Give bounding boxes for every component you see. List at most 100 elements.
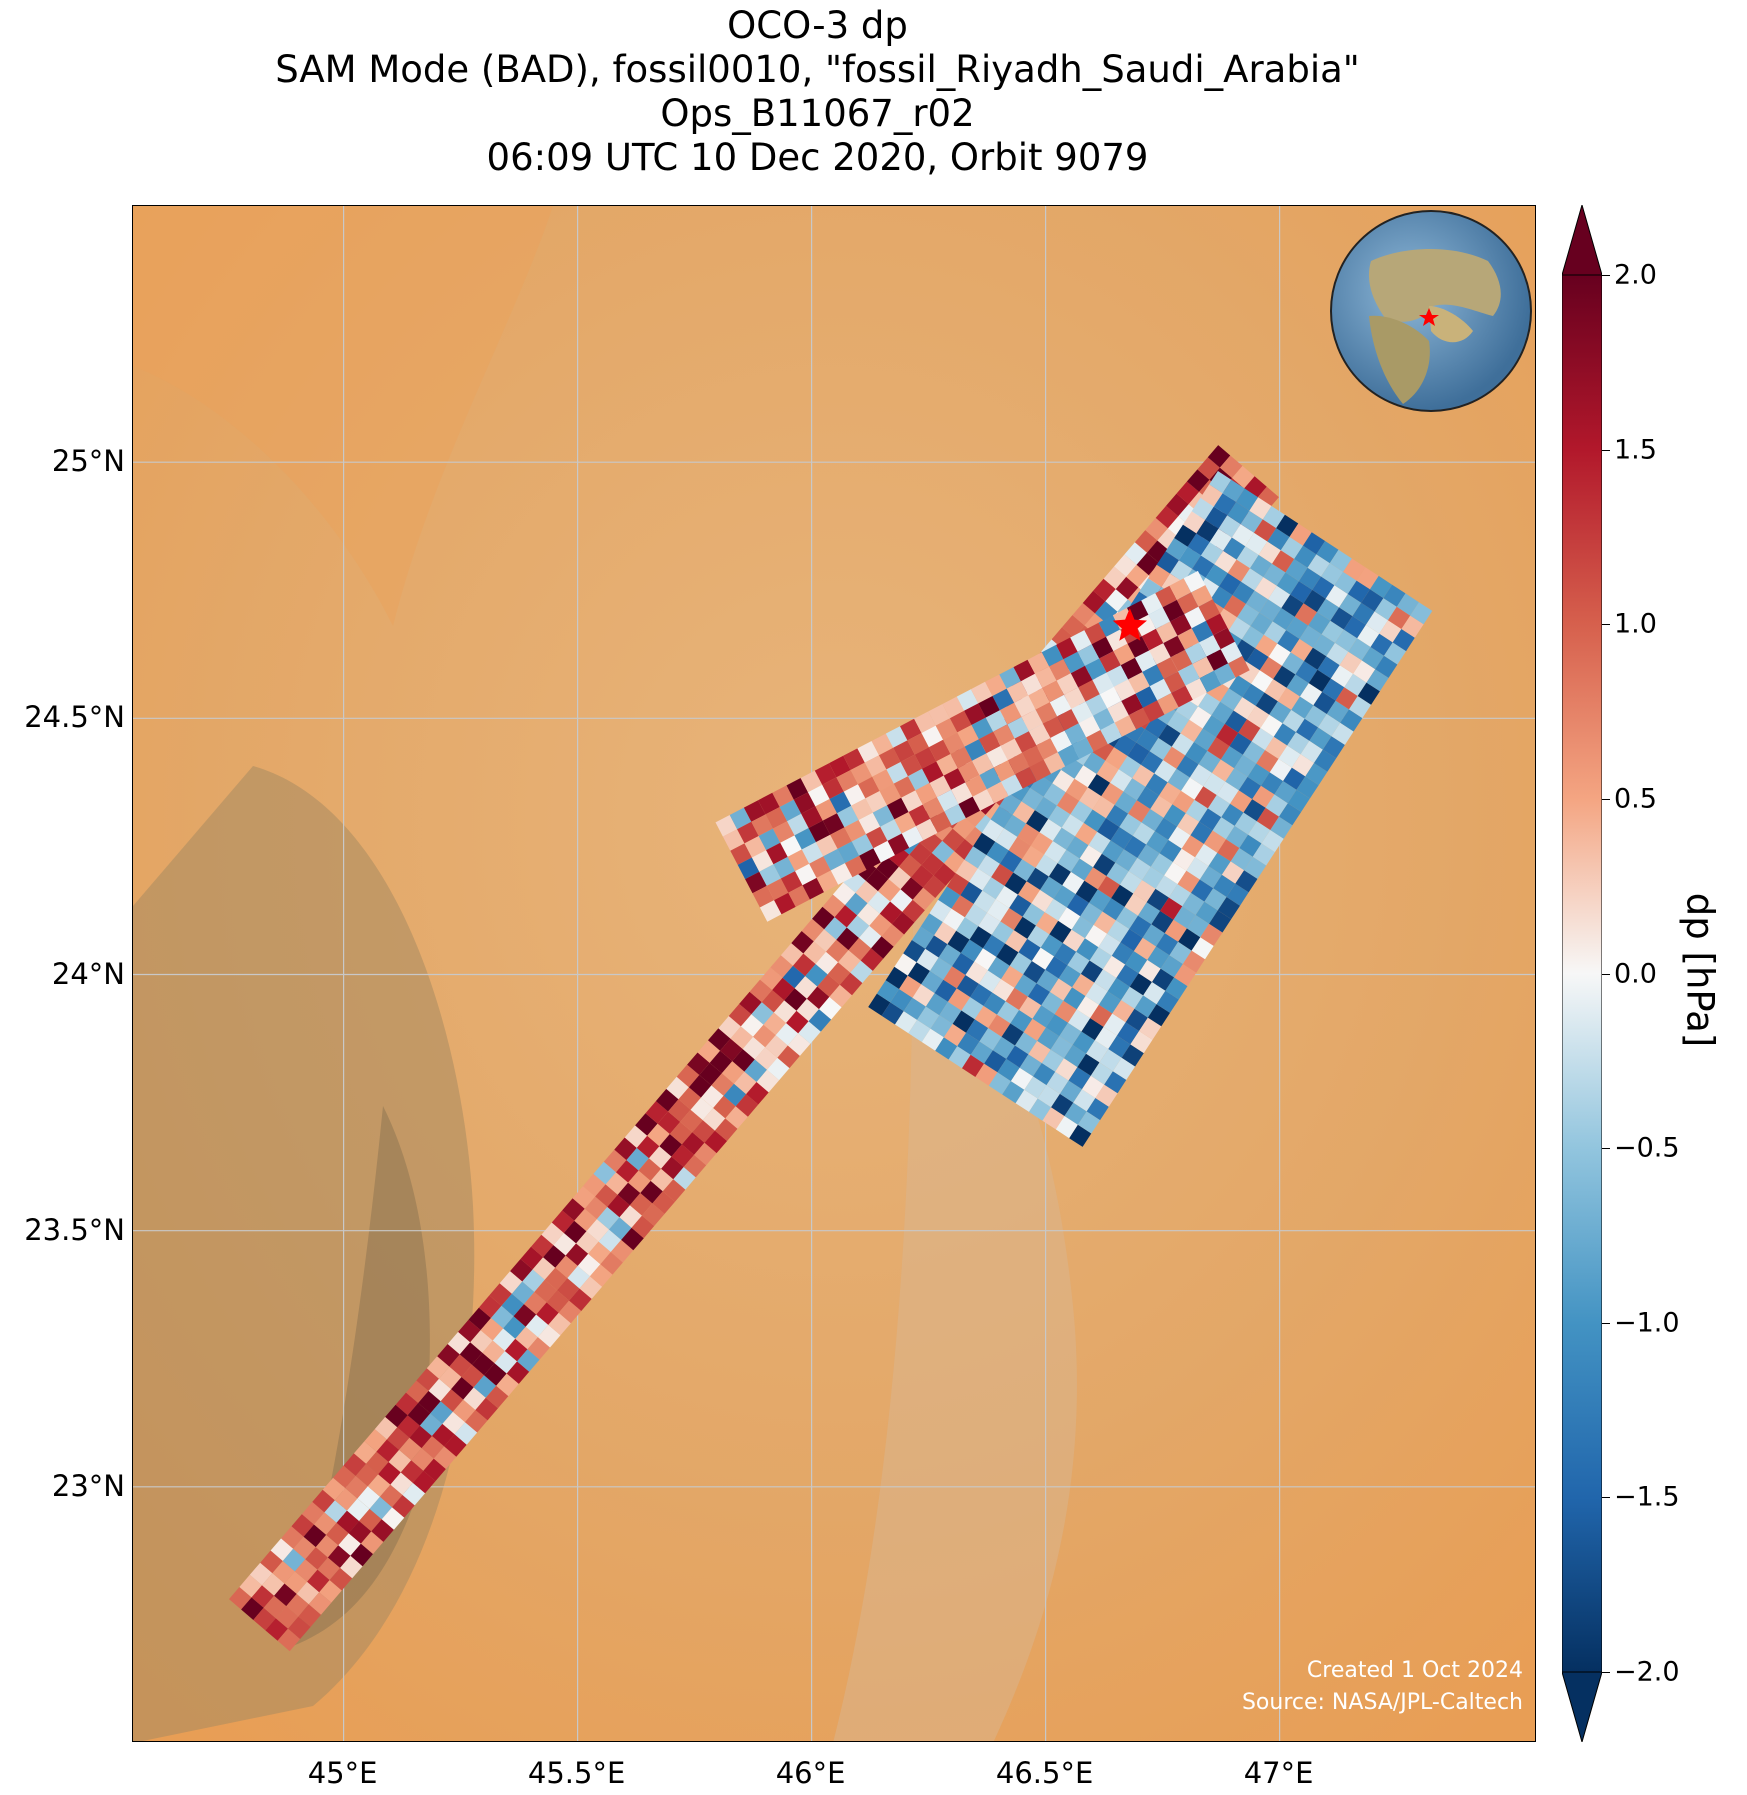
dp-pixel (864, 755, 887, 777)
dp-pixel (921, 852, 944, 876)
dp-pixel (1080, 902, 1103, 925)
dp-pixel (796, 998, 819, 1022)
dp-pixel (666, 1076, 689, 1100)
dp-pixel (1103, 566, 1127, 590)
dp-pixel (1007, 717, 1029, 739)
dp-pixel (262, 1573, 285, 1596)
dp-pixel (1027, 652, 1050, 674)
dp-pixel (1049, 659, 1071, 681)
dp-pixel (787, 849, 810, 872)
dp-pixel (1296, 718, 1319, 741)
dp-pixel (522, 1269, 545, 1292)
dp-pixel (991, 921, 1014, 944)
dp-pixel (930, 957, 953, 980)
dp-pixel (885, 966, 908, 989)
dp-pixel (1093, 708, 1115, 730)
dp-pixel (1282, 709, 1305, 733)
dp-pixel (1127, 636, 1150, 658)
dp-pixel (635, 1113, 658, 1136)
dp-pixel (1142, 924, 1165, 947)
dp-pixel (353, 1441, 377, 1464)
dp-pixel (723, 1083, 747, 1107)
dp-pixel (851, 834, 874, 856)
dp-pixel (992, 688, 1015, 711)
dp-pixel (1136, 786, 1159, 809)
dp-pixel (649, 1146, 672, 1169)
dp-pixel (1186, 857, 1209, 880)
dp-pixel (301, 1501, 325, 1525)
dp-pixel (714, 1118, 738, 1141)
dp-pixel (307, 1569, 330, 1593)
dp-pixel (1217, 839, 1240, 862)
dp-pixel (1281, 594, 1304, 617)
dp-pixel (1006, 1045, 1029, 1068)
dp-pixel (908, 1019, 931, 1042)
dp-pixel (965, 961, 988, 984)
dp-pixel (1178, 664, 1200, 686)
dp-pixel (938, 944, 961, 967)
dp-pixel (1044, 841, 1067, 864)
dp-pixel (614, 1137, 637, 1161)
dp-pixel (1163, 671, 1186, 693)
dp-pixel (935, 718, 958, 740)
dp-pixel (1107, 920, 1130, 943)
dp-pixel (1086, 1098, 1109, 1121)
dp-pixel (970, 1041, 993, 1064)
dp-pixel (1154, 760, 1177, 783)
dp-pixel (1300, 683, 1323, 706)
dp-pixel (1062, 871, 1085, 894)
dp-pixel (577, 1253, 601, 1277)
dp-pixel (364, 1429, 387, 1452)
dp-pixel (930, 1015, 953, 1038)
dp-pixel (1078, 680, 1100, 702)
dp-pixel (1080, 960, 1103, 983)
map-panel[interactable]: Created 1 Oct 2024 Source: NASA/JPL-Calt… (132, 205, 1536, 1742)
dp-pixel (929, 775, 952, 798)
dp-pixel (1139, 1017, 1162, 1040)
dp-pixel (1223, 537, 1246, 560)
dp-pixel (1240, 510, 1263, 533)
dp-pixel (997, 1001, 1020, 1024)
dp-pixel (449, 1354, 472, 1377)
dp-pixel (1199, 635, 1221, 657)
dp-pixel (513, 1304, 537, 1327)
dp-pixel (399, 1437, 422, 1461)
dp-pixel (952, 952, 975, 975)
dp-pixel (1110, 827, 1133, 850)
colorbar-tickmark (1602, 449, 1610, 451)
dp-pixel (1134, 530, 1158, 553)
dp-pixel (1101, 782, 1124, 805)
dp-pixel (943, 732, 965, 754)
dp-pixel (952, 1010, 975, 1033)
dp-pixel (1132, 822, 1155, 845)
dp-pixel (1201, 542, 1224, 565)
dp-pixel (1115, 576, 1139, 600)
dp-pixel (369, 1496, 393, 1520)
dp-pixel (956, 975, 979, 998)
dp-pixel (1041, 644, 1064, 667)
dp-pixel (385, 1404, 408, 1428)
dp-pixel (1213, 627, 1235, 650)
dp-pixel (1370, 575, 1393, 599)
dp-pixel (1031, 889, 1054, 913)
dp-pixel (1228, 617, 1251, 640)
dp-pixel (510, 1259, 533, 1282)
dp-pixel (1146, 831, 1169, 854)
dp-pixel (1014, 731, 1037, 753)
dp-pixel (879, 783, 902, 806)
dp-pixel (1033, 1063, 1056, 1086)
dp-pixel (692, 1120, 715, 1143)
title-line-4: 06:09 UTC 10 Dec 2020, Orbit 9079 (486, 136, 1149, 179)
dp-pixel (1057, 849, 1080, 872)
dp-pixel (1195, 843, 1218, 867)
dp-pixel (1083, 809, 1106, 832)
dp-pixel (815, 951, 839, 975)
dp-pixel (680, 1109, 703, 1133)
dp-pixel (900, 877, 924, 900)
dp-pixel (494, 1351, 518, 1374)
dp-pixel (925, 935, 948, 958)
dp-pixel (1157, 693, 1179, 715)
dp-pixel (687, 1052, 710, 1075)
dp-pixel (1172, 790, 1195, 814)
dp-pixel (1089, 889, 1112, 912)
